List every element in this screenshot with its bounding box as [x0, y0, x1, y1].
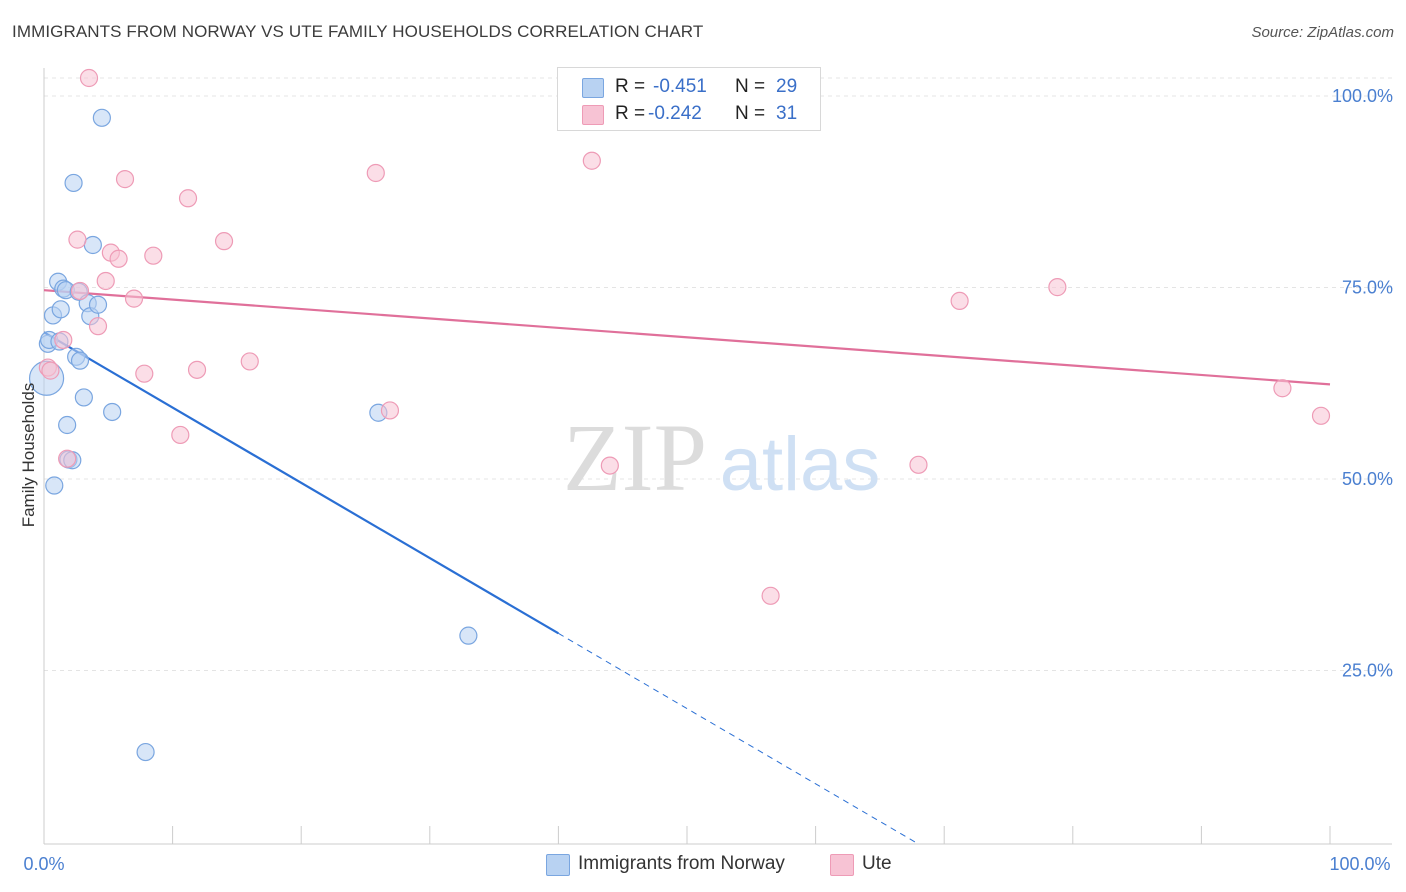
ute-point [380, 401, 400, 420]
norway-trend-line [43, 331, 559, 635]
legend-ute-label: Ute [862, 853, 892, 874]
ute-r-value: -0.242 [648, 103, 702, 124]
norway-trend-extension [558, 632, 919, 845]
watermark-zip: ZIP [563, 404, 707, 511]
trend-lines [43, 289, 1331, 845]
norway-point [51, 300, 70, 319]
ute-point [761, 586, 780, 605]
ute-swatch [582, 105, 604, 125]
ute-point [109, 249, 128, 268]
ute-point [171, 425, 190, 445]
ute-point [58, 449, 77, 468]
ute-point [600, 456, 619, 475]
ute-point [54, 330, 73, 350]
norway-point [92, 108, 111, 127]
legend-norway-swatch [546, 854, 570, 876]
ute-point [1311, 406, 1331, 425]
norway-point [88, 295, 108, 314]
ute-point [178, 189, 198, 208]
r-label: R = [615, 76, 646, 97]
norway-point [58, 415, 77, 435]
norway-r-value: -0.451 [653, 76, 707, 97]
norway-swatch [582, 78, 604, 98]
ute-point [96, 271, 115, 291]
legend-norway-label: Immigrants from Norway [578, 853, 785, 874]
norway-point [459, 626, 478, 645]
stats-row-ute: R = -0.242 N = 31 [558, 101, 820, 129]
ute-point [582, 151, 601, 170]
ute-point [1273, 379, 1292, 398]
chart-title: IMMIGRANTS FROM NORWAY VS UTE FAMILY HOU… [12, 22, 704, 41]
stats-row-norway: R = -0.451 N = 29 [558, 74, 820, 102]
n-label: N = [735, 103, 766, 124]
ute-trend-line [43, 289, 1331, 386]
r-label: R = [615, 103, 646, 124]
ute-point [70, 281, 90, 301]
y-tick-label: 25.0% [1342, 661, 1393, 681]
data-points [28, 68, 1331, 762]
y-axis-title: Family Households [19, 383, 38, 528]
ute-point [909, 455, 928, 474]
ute-point [124, 289, 144, 308]
tick-labels: 25.0% 50.0% 75.0% 100.0% 0.0% 100.0% [23, 86, 1393, 874]
x-tick-label: 0.0% [23, 854, 64, 874]
stats-box: R = -0.451 N = 29 R = -0.242 N = 31 [557, 67, 821, 131]
norway-point [136, 742, 155, 762]
ute-point [79, 68, 99, 88]
norway-point [70, 351, 90, 370]
y-tick-label: 75.0% [1342, 278, 1393, 298]
norway-point [83, 235, 102, 255]
source-label: Source: ZipAtlas.com [1251, 24, 1394, 41]
ute-point [240, 352, 259, 371]
norway-point [74, 388, 93, 407]
y-tick-label: 50.0% [1342, 469, 1393, 489]
ute-point [366, 163, 385, 183]
ute-point [88, 317, 108, 336]
norway-point [45, 476, 64, 495]
ute-point [950, 291, 969, 311]
ute-point [135, 364, 154, 383]
norway-n-value: 29 [776, 76, 798, 97]
axes [43, 68, 1392, 845]
ute-point [1048, 278, 1067, 297]
ute-point [187, 360, 207, 379]
ute-point [214, 232, 234, 251]
ute-point [115, 170, 135, 189]
ute-point [41, 361, 60, 380]
x-tick-label: 100.0% [1329, 854, 1390, 874]
watermark-atlas: atlas [720, 422, 881, 507]
norway-point [103, 402, 122, 422]
y-tick-label: 100.0% [1332, 86, 1393, 106]
ute-point [68, 230, 87, 249]
norway-point [64, 173, 83, 193]
ute-point [144, 246, 163, 265]
ute-n-value: 31 [776, 103, 798, 124]
legend-ute-swatch [830, 854, 854, 876]
n-label: N = [735, 76, 766, 97]
